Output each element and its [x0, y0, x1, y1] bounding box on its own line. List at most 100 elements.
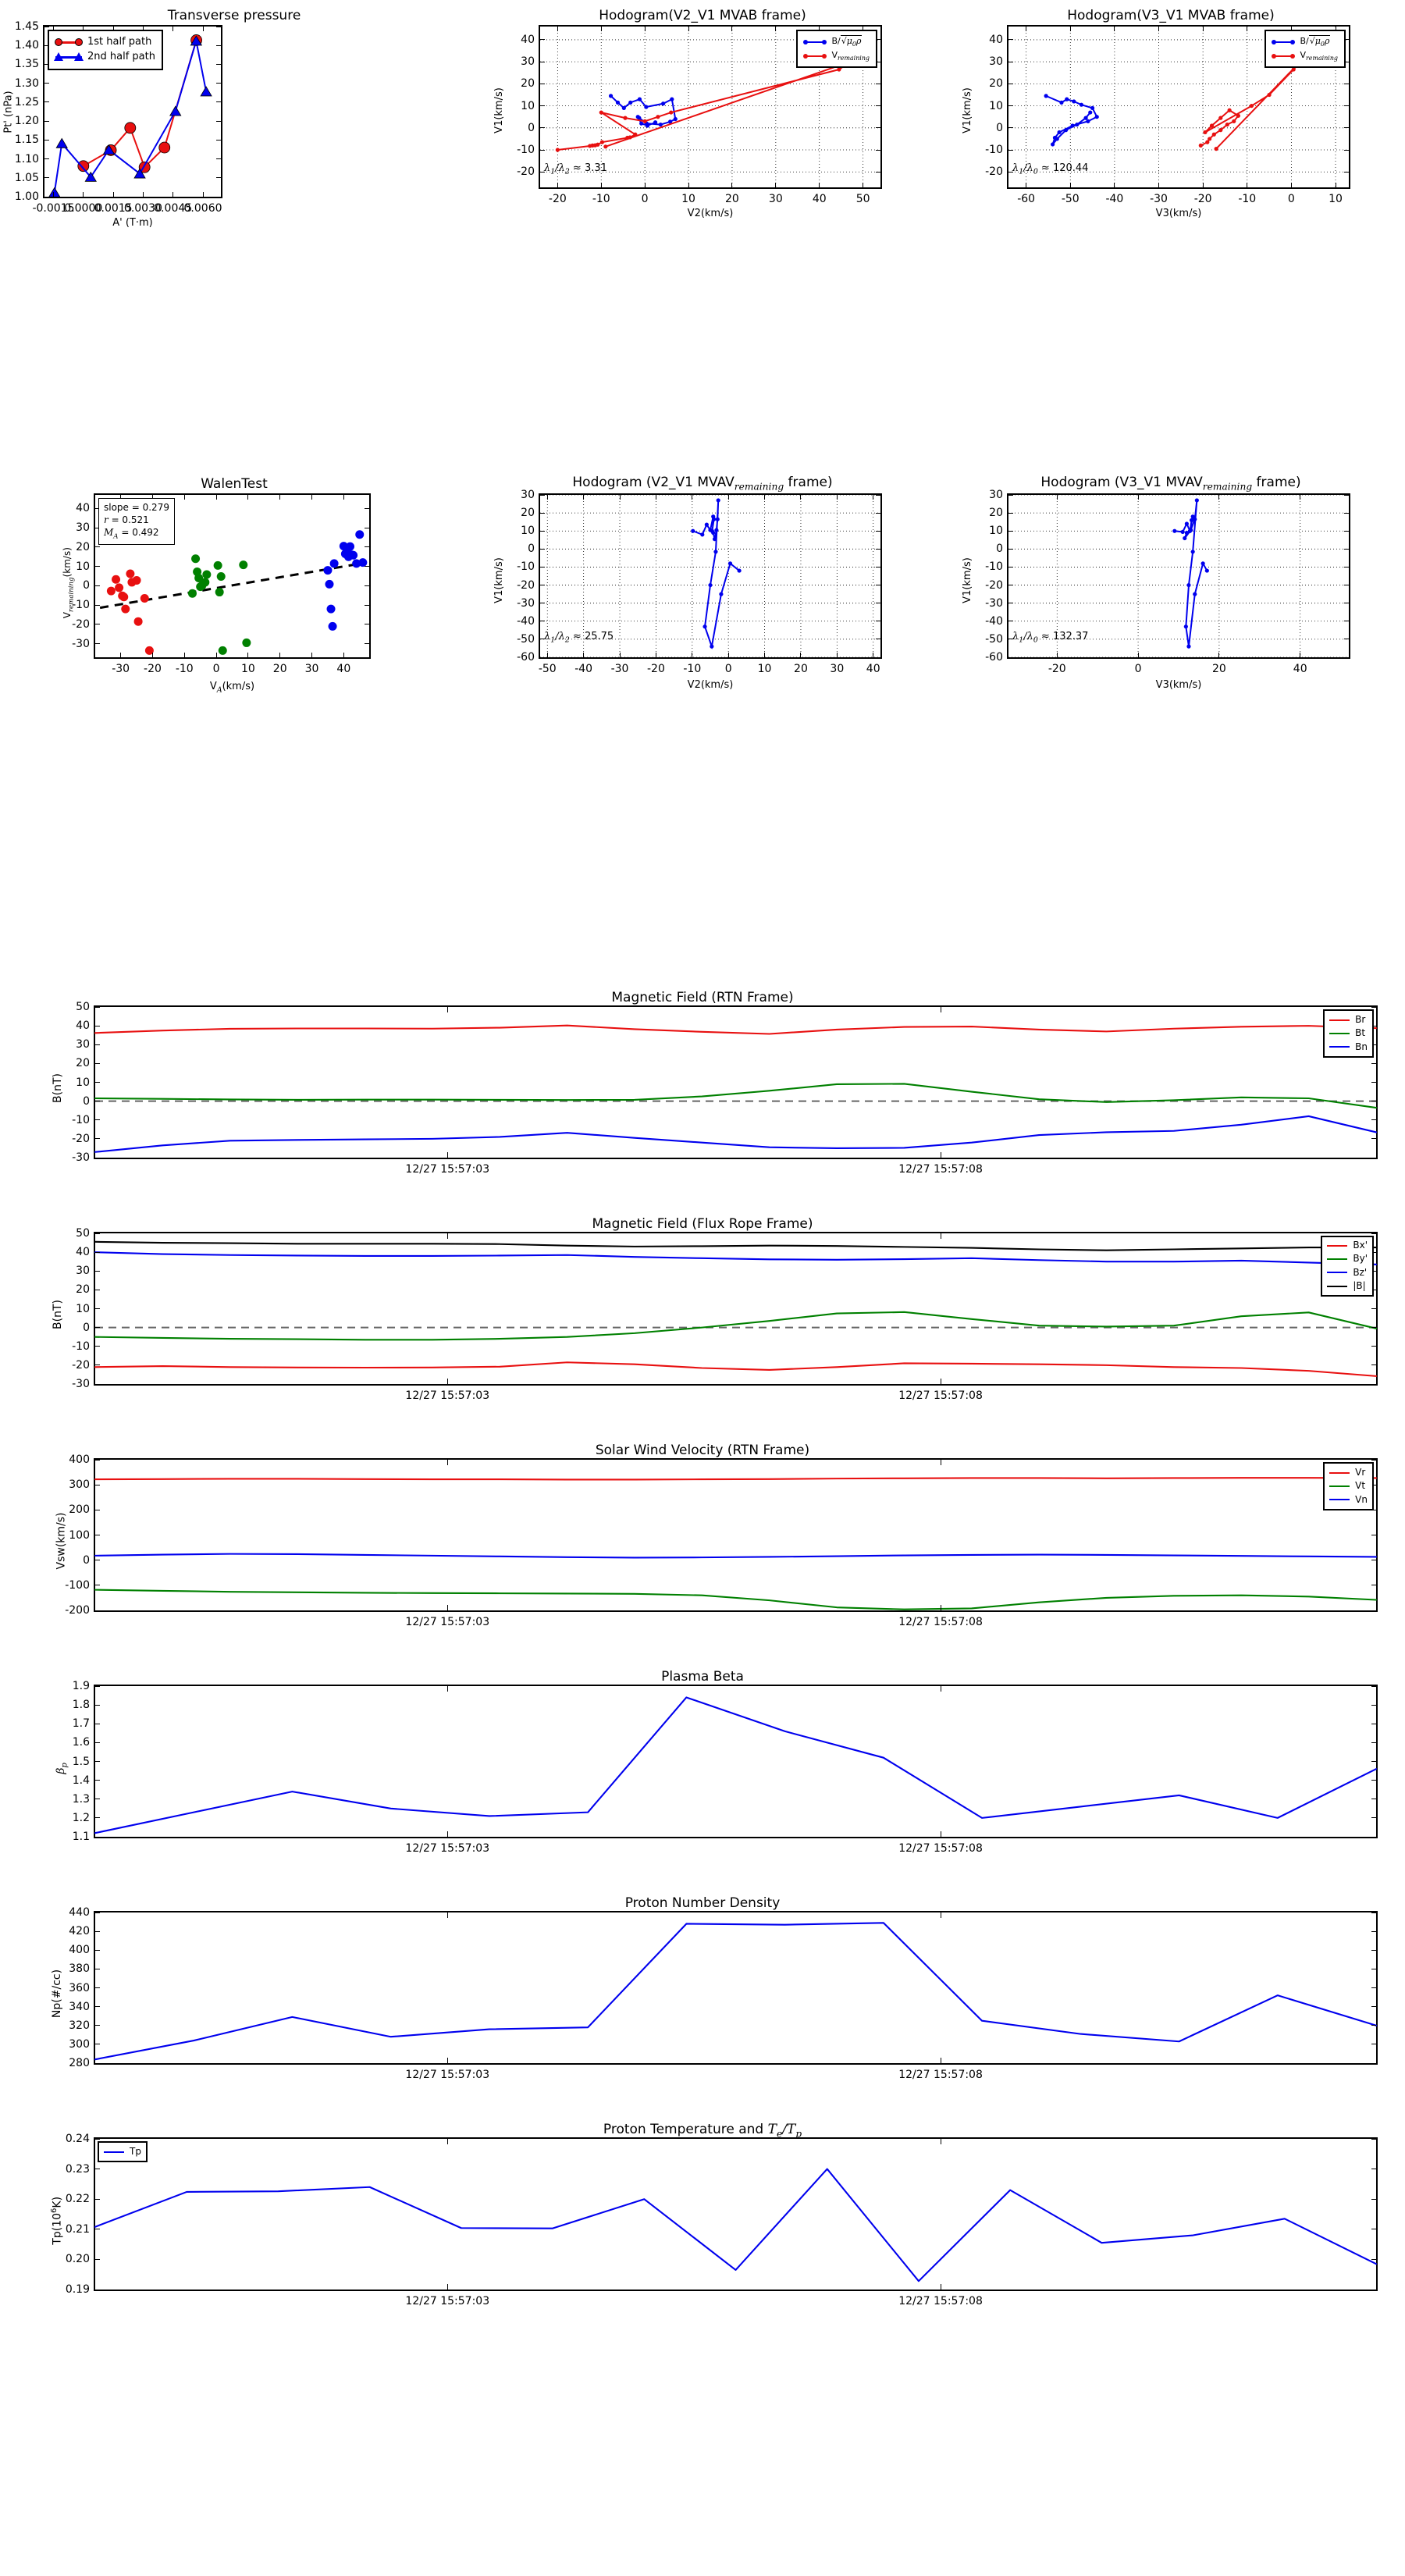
x-tick-label: 0.0045: [154, 202, 193, 215]
y-tick: [216, 63, 221, 65]
y-tick-label: -30: [517, 596, 535, 610]
x-tick: [446, 1233, 448, 1239]
y-tick: [1371, 1780, 1376, 1781]
y-tick: [1371, 1704, 1376, 1706]
x-tick-label: 20: [1211, 663, 1226, 675]
y-tick: [1371, 1383, 1376, 1385]
y-tick: [44, 120, 49, 122]
x-tick-label: -20: [548, 193, 567, 205]
y-tick: [95, 1062, 100, 1064]
x-tick: [688, 183, 689, 187]
y-tick: [1344, 105, 1349, 107]
x-tick: [446, 1605, 448, 1610]
plot-area: 1st half path 2nd half path 1.00 1.05 1.10…: [15, 20, 222, 215]
y-tick: [95, 1610, 100, 1611]
legend-item: B/√μ0ρ: [803, 35, 870, 49]
y-tick: [876, 39, 880, 41]
y-tick: [876, 548, 880, 550]
legend-proton-temperature: Tp: [98, 2141, 148, 2163]
legend-item: Bx': [1327, 1239, 1368, 1252]
y-tick: [876, 105, 880, 107]
y-tick: [95, 566, 100, 568]
y-axis-label: B(nT): [51, 1300, 64, 1329]
x-tick: [644, 27, 646, 31]
x-tick: [52, 27, 54, 31]
x-tick: [142, 27, 144, 31]
panel-hodogram-v2v1-mvav: Hodogram (V2_V1 MVAVremaining frame) λ1/…: [468, 468, 937, 703]
y-tick-label: 1.2: [72, 1811, 90, 1824]
y-tick: [216, 101, 221, 103]
y-tick: [95, 2025, 100, 2026]
y-tick-label: 30: [76, 521, 90, 535]
x-tick-label: -20: [144, 663, 162, 675]
y-tick: [1344, 656, 1349, 658]
x-tick-label: -30: [610, 663, 629, 675]
x-tick: [247, 653, 249, 657]
x-tick-label: -20: [1048, 663, 1066, 675]
y-tick: [1371, 1685, 1376, 1687]
y-tick: [1371, 1949, 1376, 1951]
x-tick: [546, 653, 548, 657]
x-tick: [1218, 653, 1220, 657]
y-tick: [1371, 1062, 1376, 1064]
x-tick-label: -10: [683, 663, 702, 675]
y-tick: [216, 177, 221, 179]
x-tick-label: -0.0015: [32, 202, 75, 215]
x-tick: [619, 495, 621, 500]
x-tick-label: -20: [1193, 193, 1212, 205]
x-tick: [215, 495, 217, 500]
y-tick: [540, 171, 545, 173]
y-tick-label: 20: [989, 507, 1003, 520]
x-tick-label: 40: [866, 663, 880, 675]
x-tick-label: 10: [681, 193, 695, 205]
y-tick: [95, 1251, 100, 1253]
x-axis-label: A' (T·m): [112, 217, 153, 229]
y-tick-label: 1.1: [72, 1831, 90, 1843]
x-axis-label: V2(km/s): [687, 679, 734, 691]
x-axis-label: V2(km/s): [687, 208, 734, 219]
plot-area: 1.1 1.2 1.3 1.4 1.5 1.6 1.7 1.8 1.9 12/27 15:57:0…: [73, 1680, 1378, 1855]
legend-label: By': [1353, 1253, 1368, 1265]
y-tick: [1371, 1761, 1376, 1762]
x-tick: [1158, 183, 1160, 187]
legend-label: Bz': [1353, 1266, 1368, 1278]
x-tick: [446, 2058, 448, 2063]
x-tick: [311, 495, 313, 500]
y-tick: [1344, 39, 1349, 41]
x-tick: [836, 653, 838, 657]
x-tick: [112, 27, 114, 31]
y-tick-label: -60: [517, 651, 535, 664]
y-tick-label: 10: [76, 1076, 90, 1089]
x-tick: [1137, 653, 1139, 657]
y-tick-label: -100: [65, 1578, 90, 1592]
y-tick: [95, 1761, 100, 1762]
x-tick-label: 20: [794, 663, 808, 675]
y-tick-label: -10: [72, 599, 90, 612]
y-tick-label: 0: [83, 579, 90, 592]
y-tick: [216, 44, 221, 46]
x-tick-label: 50: [855, 193, 870, 205]
y-tick-label: 300: [69, 2037, 90, 2051]
y-tick: [540, 656, 545, 658]
y-tick-label: 1.25: [14, 95, 39, 109]
x-tick: [83, 192, 84, 197]
y-tick-label: -200: [65, 1604, 90, 1617]
x-tick: [764, 653, 766, 657]
y-axis-label: Pt' (nPa): [2, 91, 15, 133]
x-tick: [279, 653, 281, 657]
x-tick-label: 0.0000: [64, 202, 103, 215]
y-tick: [95, 1119, 100, 1121]
x-tick: [279, 495, 281, 500]
y-tick-label: 10: [521, 99, 535, 112]
x-tick-label: 12/27 15:57:03: [405, 2295, 490, 2307]
y-axis-label: V1(km/s): [493, 87, 505, 133]
legend-item: Vremaining: [803, 49, 870, 63]
eigenvalue-ratio-annotation: λ1/λ2 ≈ 25.75: [544, 631, 614, 645]
y-tick: [1344, 530, 1349, 532]
y-tick: [216, 139, 221, 141]
y-tick: [95, 1817, 100, 1819]
x-tick-label: 12/27 15:57:08: [898, 1389, 983, 1402]
y-tick-label: -30: [72, 637, 90, 650]
x-tick: [1218, 495, 1220, 500]
legend-item: Vn: [1329, 1493, 1368, 1507]
